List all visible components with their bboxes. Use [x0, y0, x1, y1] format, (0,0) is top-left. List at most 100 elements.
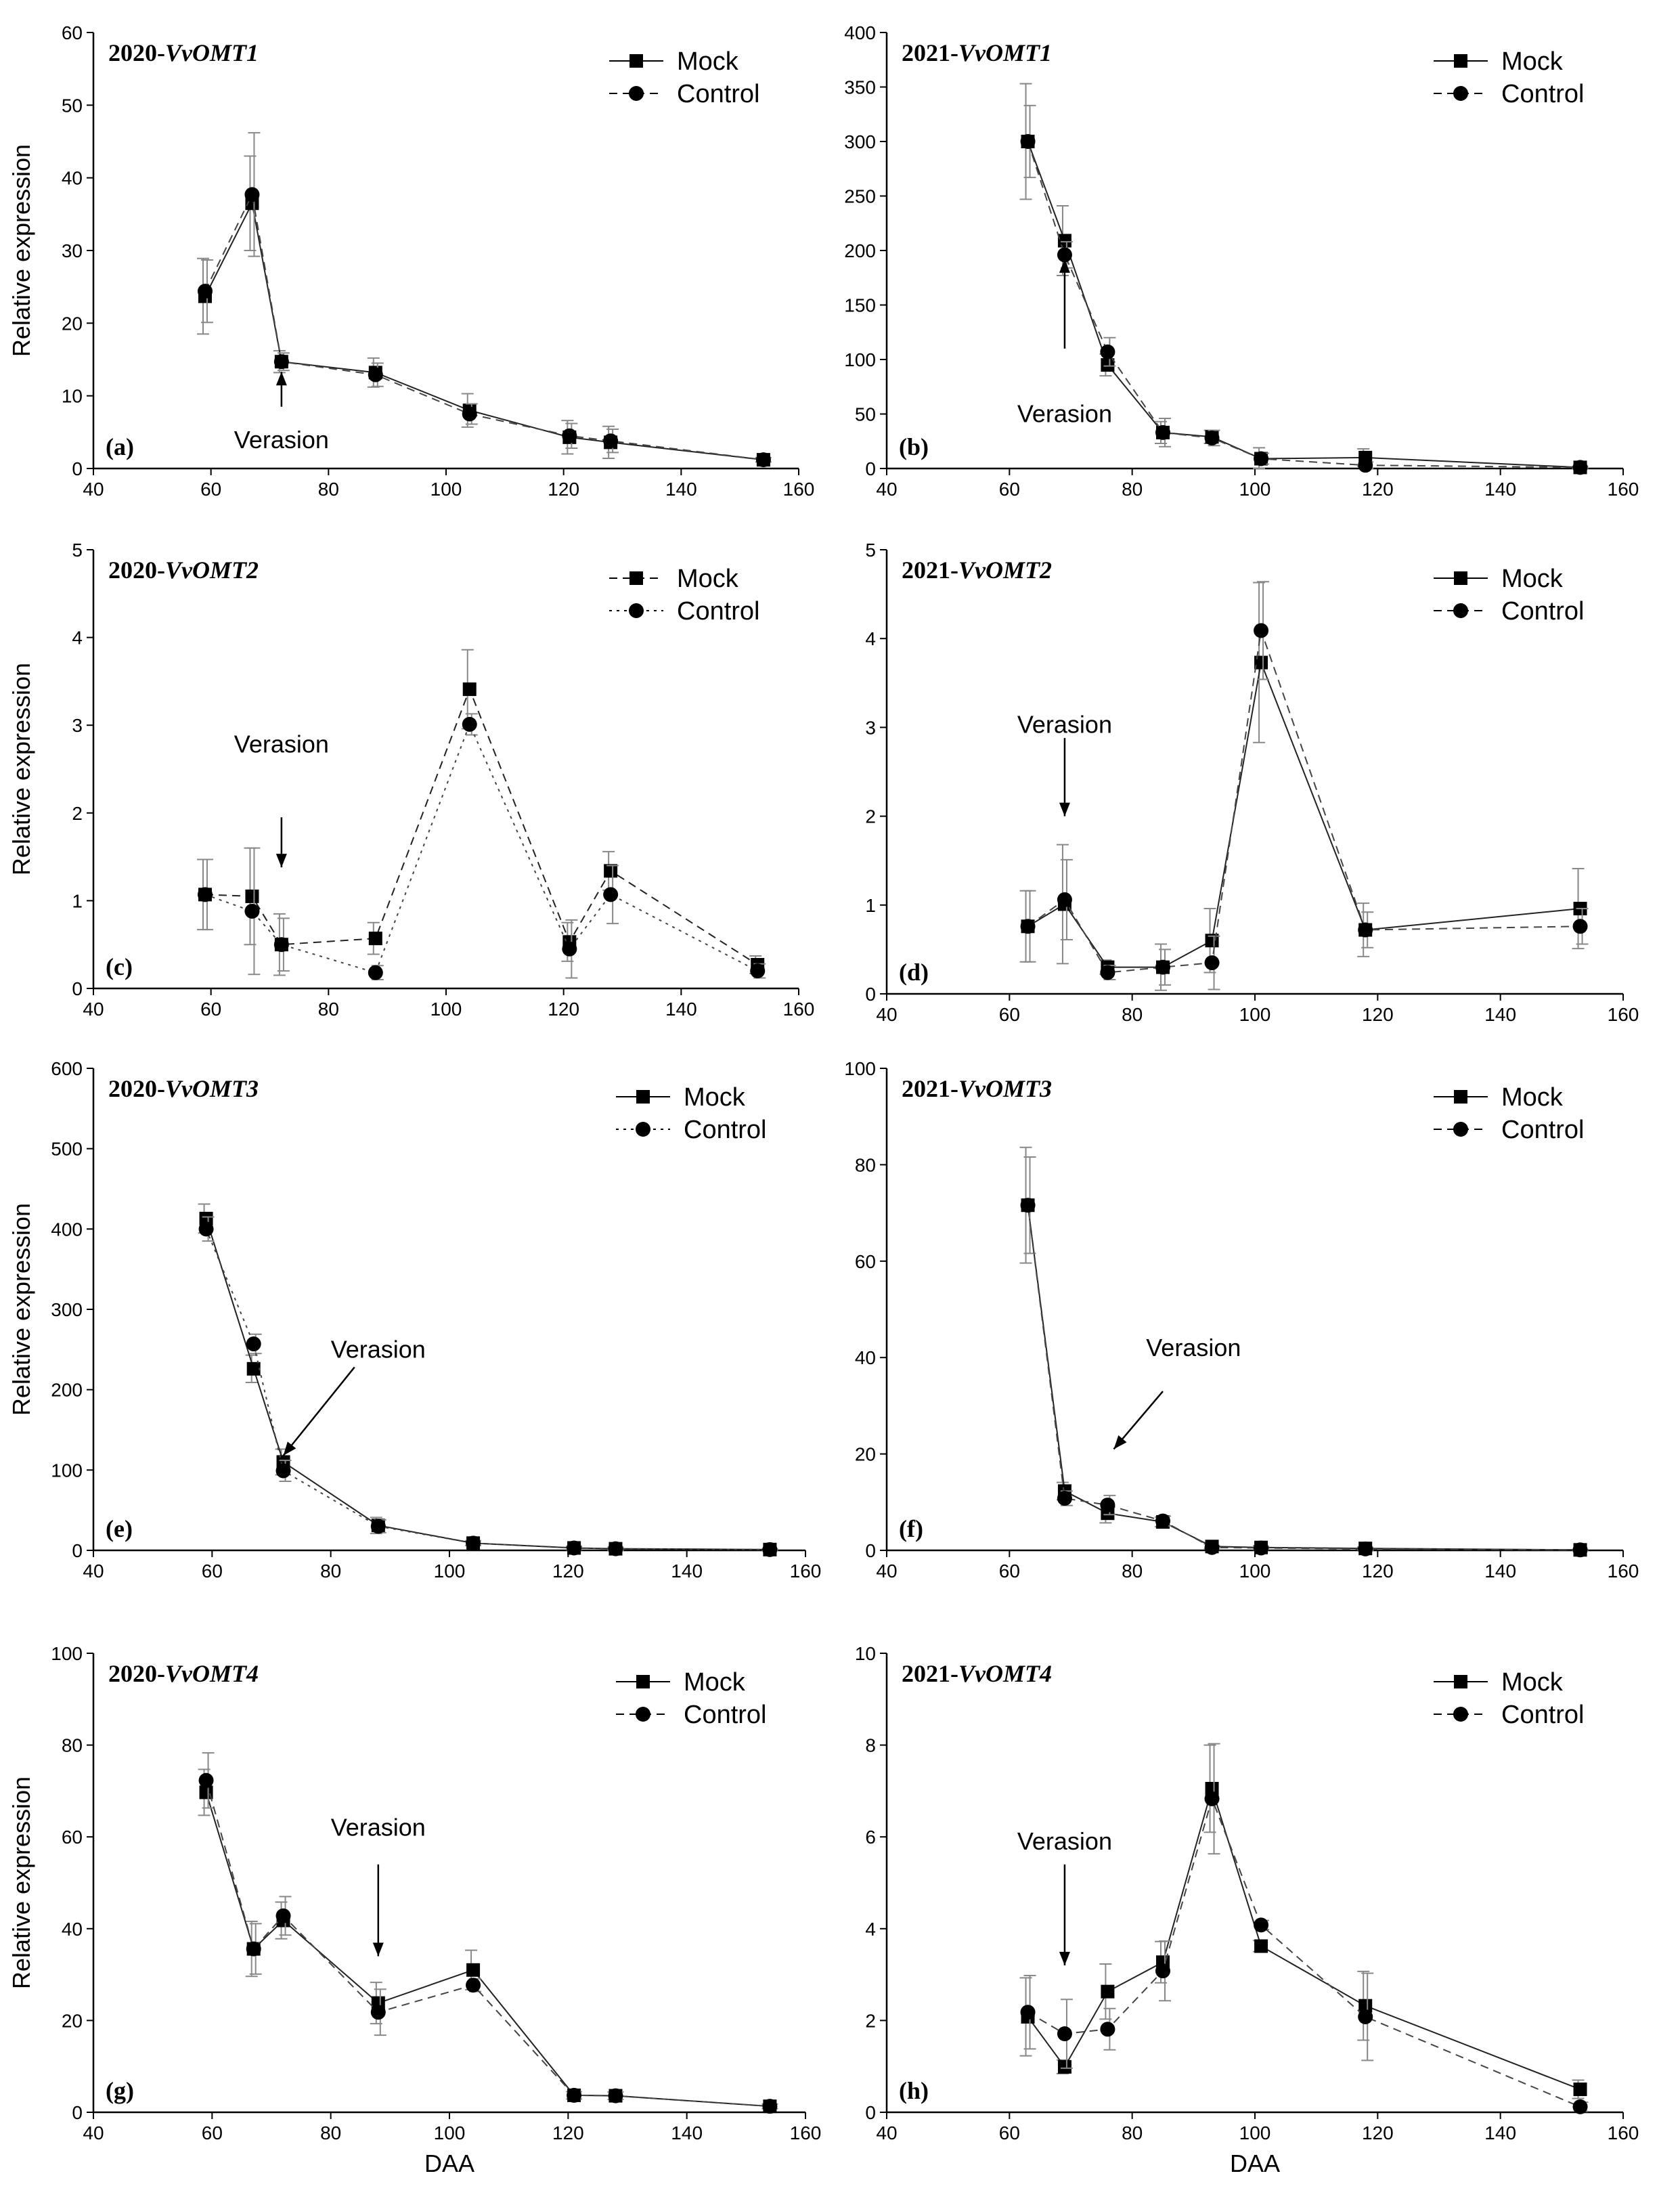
- data-point-control: [603, 433, 619, 449]
- data-point-mock: [466, 1963, 481, 1977]
- data-point-control: [1057, 892, 1072, 907]
- data-point-control: [275, 1908, 291, 1923]
- x-tick-label: 80: [1122, 1561, 1143, 1582]
- legend-marker-circle: [1453, 1122, 1468, 1137]
- annotation-text: Verasion: [234, 730, 329, 758]
- y-tick-label: 0: [72, 978, 83, 999]
- x-tick-label: 80: [318, 999, 339, 1020]
- annotation-arrow-shaft: [282, 1366, 355, 1456]
- data-point-control: [1100, 344, 1115, 359]
- annotation-arrow-head: [1059, 802, 1070, 816]
- data-point-control: [198, 1772, 214, 1788]
- x-tick-label: 160: [1608, 2122, 1639, 2143]
- legend-marker-square: [636, 1090, 650, 1104]
- data-point-control: [1155, 959, 1170, 975]
- panel-b: 40 60 80 100 120 140 160 0 50 100 150 200 250 300 350 4…: [844, 22, 1639, 500]
- x-tick-label: 160: [1608, 1004, 1639, 1025]
- legend-label: Mock: [1501, 1668, 1564, 1697]
- series-mock: [1019, 1744, 1587, 2099]
- panel-title-gene: VvOMT1: [958, 39, 1052, 66]
- x-tick-label: 120: [548, 479, 579, 500]
- x-tick-label: 120: [1362, 1004, 1394, 1025]
- y-tick-label: 2: [72, 803, 83, 824]
- y-tick-label: 500: [51, 1139, 83, 1160]
- data-point-mock: [1254, 1939, 1268, 1953]
- panel-letter: (d): [899, 959, 929, 986]
- legend-label: Mock: [1501, 1083, 1564, 1112]
- x-tick-label: 120: [1362, 2122, 1394, 2143]
- panel-title-year: 2021-: [902, 39, 958, 66]
- panel-title: 2020-VvOMT1: [108, 39, 259, 66]
- legend-label: Mock: [684, 1668, 746, 1697]
- panel-title-gene: VvOMT4: [958, 1660, 1052, 1687]
- data-point-mock: [462, 682, 477, 697]
- y-tick-label: 0: [865, 984, 876, 1005]
- annotation-arrow-head: [1059, 1952, 1070, 1966]
- legend-label: Mock: [684, 1083, 746, 1112]
- x-tick-label: 80: [1122, 479, 1143, 500]
- panel-title: 2021-VvOMT1: [902, 39, 1052, 66]
- panel-h: 40 60 80 100 120 140 160 0 2 4 6 8 10 DAA 2021-VvOMT4 (…: [855, 1643, 1639, 2177]
- y-tick-label: 0: [72, 458, 83, 479]
- data-point-control: [1155, 1963, 1170, 1979]
- legend-marker-square: [636, 1675, 650, 1688]
- y-tick-label: 8: [865, 1735, 876, 1756]
- annotation-text: Verasion: [1017, 400, 1112, 428]
- y-tick-label: 6: [865, 1827, 876, 1848]
- series-line: [204, 722, 758, 974]
- y-tick-label: 100: [51, 1460, 83, 1481]
- y-tick-label: 20: [62, 313, 83, 334]
- x-tick-label: 60: [202, 2122, 223, 2143]
- data-point-mock: [1254, 655, 1268, 670]
- panel-title-year: 2020-: [108, 1075, 165, 1102]
- x-tick-label: 80: [318, 479, 339, 500]
- data-point-control: [567, 2087, 582, 2103]
- y-tick-label: 5: [865, 540, 876, 561]
- x-tick-label: 160: [790, 1561, 822, 1582]
- x-tick-label: 120: [1362, 479, 1394, 500]
- data-point-control: [246, 1941, 261, 1957]
- x-tick-label: 140: [1484, 1561, 1516, 1582]
- y-tick-label: 350: [844, 77, 876, 98]
- data-point-control: [603, 887, 619, 902]
- data-point-control: [1020, 919, 1036, 934]
- x-tick-label: 40: [876, 1004, 897, 1025]
- series-line: [1027, 630, 1580, 974]
- legend-marker-circle: [1453, 603, 1468, 618]
- y-tick-label: 40: [855, 1347, 876, 1368]
- legend-label: Control: [677, 80, 760, 108]
- x-tick-label: 60: [999, 479, 1020, 500]
- y-axis-title: Relative expression: [7, 663, 35, 875]
- y-tick-label: 60: [855, 1251, 876, 1272]
- x-tick-label: 140: [1484, 2122, 1516, 2143]
- x-tick-label: 100: [434, 1561, 466, 1582]
- data-point-mock: [1101, 358, 1115, 372]
- panel-letter: (h): [899, 2077, 929, 2104]
- y-tick-label: 4: [72, 628, 83, 649]
- y-tick-label: 0: [865, 2102, 876, 2123]
- x-tick-label: 40: [83, 2122, 104, 2143]
- series-control: [198, 1752, 778, 2114]
- y-tick-label: 400: [51, 1219, 83, 1240]
- x-tick-label: 140: [671, 2122, 703, 2143]
- data-point-control: [273, 354, 289, 370]
- x-tick-label: 120: [552, 2122, 584, 2143]
- y-tick-label: 4: [865, 628, 876, 649]
- data-point-mock: [1573, 2082, 1587, 2097]
- y-tick-label: 100: [51, 1643, 83, 1664]
- series-line: [1027, 1786, 1580, 2091]
- x-tick-label: 100: [1239, 1561, 1271, 1582]
- data-point-control: [1254, 623, 1269, 638]
- annotation-arrow-head: [1113, 1435, 1127, 1449]
- legend-marker-square: [1454, 54, 1467, 68]
- series-line: [204, 687, 758, 965]
- panel-title-gene: VvOMT3: [165, 1075, 259, 1102]
- y-tick-label: 150: [844, 295, 876, 316]
- series-control: [1020, 581, 1589, 990]
- data-point-control: [1057, 2026, 1072, 2042]
- data-point-control: [1572, 460, 1588, 475]
- data-point-control: [368, 367, 383, 383]
- panel-letter: (g): [106, 2077, 134, 2104]
- data-point-control: [1572, 919, 1588, 934]
- panel-d: 40 60 80 100 120 140 160 0 1 2 3 4 5 2021-VvOMT2 (d) Mo…: [865, 540, 1639, 1025]
